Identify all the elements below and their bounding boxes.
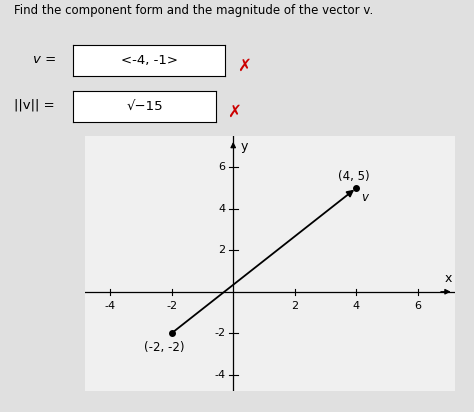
Text: x: x [445, 272, 452, 286]
Text: y: y [241, 140, 248, 153]
Text: <-4, -1>: <-4, -1> [121, 54, 178, 67]
Text: 4: 4 [353, 301, 360, 311]
Text: ✗: ✗ [228, 103, 241, 121]
Text: 2: 2 [291, 301, 299, 311]
Text: 2: 2 [219, 245, 226, 255]
Text: 6: 6 [415, 301, 421, 311]
Text: -2: -2 [214, 328, 226, 338]
Text: ✗: ✗ [237, 57, 251, 75]
Text: (-2, -2): (-2, -2) [144, 341, 184, 353]
Text: ||v|| =: ||v|| = [14, 98, 55, 112]
Text: 4: 4 [219, 204, 226, 214]
Text: (4, 5): (4, 5) [338, 170, 370, 183]
Text: -4: -4 [214, 370, 226, 380]
Text: -2: -2 [166, 301, 177, 311]
Text: √−15: √−15 [126, 100, 163, 112]
Text: 6: 6 [219, 162, 226, 172]
Text: v =: v = [33, 53, 56, 66]
Text: v: v [361, 191, 368, 204]
Text: Find the component form and the magnitude of the vector v.: Find the component form and the magnitud… [14, 4, 374, 17]
Text: -4: -4 [104, 301, 116, 311]
